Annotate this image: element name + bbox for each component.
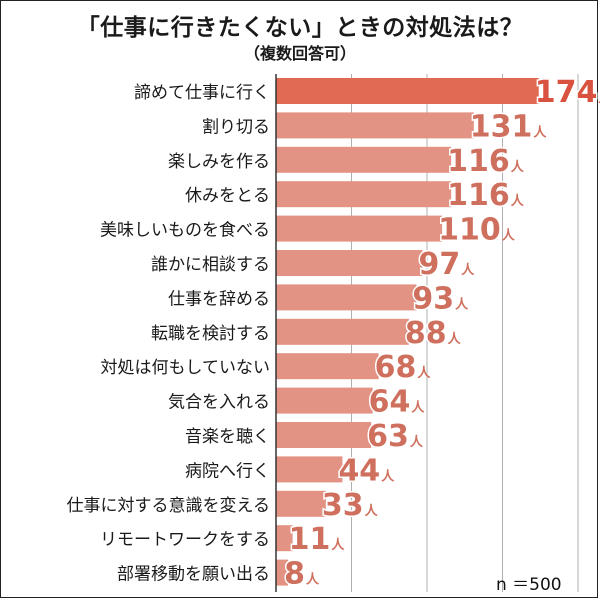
- category-label: 楽しみを作る: [168, 152, 270, 172]
- bar: [276, 284, 417, 311]
- unit-label: 人: [331, 537, 345, 553]
- value-label: 174: [535, 75, 598, 110]
- category-label: 対処は何もしていない: [101, 358, 271, 378]
- category-label: リモートワークをする: [100, 530, 270, 550]
- category-label: 割り切る: [202, 117, 270, 137]
- value-label: 11: [289, 522, 331, 557]
- unit-label: 人: [598, 90, 600, 106]
- value-label: 33: [322, 488, 364, 523]
- value-label: 110: [438, 213, 501, 248]
- unit-label: 人: [448, 331, 462, 347]
- bar: [276, 112, 474, 139]
- value-label: 97: [418, 247, 460, 282]
- bar: [276, 146, 452, 173]
- value-label: 131: [470, 109, 533, 144]
- bar: [276, 559, 289, 586]
- category-label: 諦めて仕事に行く: [134, 83, 270, 103]
- category-label: 仕事に対する意識を変える: [67, 496, 271, 516]
- bar: [276, 525, 293, 552]
- unit-label: 人: [306, 572, 320, 588]
- value-label: 44: [338, 453, 380, 488]
- category-label: 仕事を辞める: [168, 289, 270, 309]
- value-label: 116: [447, 178, 510, 213]
- unit-label: 人: [365, 503, 379, 519]
- bar: [276, 78, 539, 104]
- bar: [276, 422, 372, 448]
- unit-label: 人: [410, 434, 424, 450]
- unit-label: 人: [533, 124, 547, 140]
- bar: [276, 490, 326, 517]
- category-label: 休みをとる: [185, 186, 270, 206]
- bar: [276, 387, 373, 414]
- value-label: 93: [412, 281, 454, 316]
- sample-size-note: n ＝500: [496, 575, 562, 595]
- unit-label: 人: [502, 228, 516, 244]
- unit-label: 人: [461, 262, 475, 278]
- value-label: 64: [369, 385, 411, 420]
- bar: [276, 318, 409, 345]
- value-label: 68: [375, 350, 417, 385]
- category-label: 誰かに相談する: [151, 255, 270, 275]
- value-label: 63: [367, 419, 409, 454]
- category-label: 部署移動を願い出る: [117, 565, 270, 585]
- unit-label: 人: [511, 193, 525, 209]
- chart-title: 「仕事に行きたくない」ときの対処法は？: [76, 15, 524, 41]
- value-label: 88: [405, 316, 447, 351]
- category-label: 転職を検討する: [151, 324, 270, 344]
- bar: [276, 353, 379, 380]
- bar: [276, 215, 443, 242]
- value-label: 116: [447, 144, 510, 179]
- unit-label: 人: [411, 400, 425, 416]
- unit-label: 人: [381, 468, 395, 484]
- unit-label: 人: [511, 159, 525, 175]
- unit-label: 人: [417, 365, 431, 381]
- category-label: 音楽を聴く: [185, 427, 270, 447]
- category-label: 病院へ行く: [185, 461, 270, 481]
- bar: [276, 250, 423, 276]
- category-label: 美味しいものを食べる: [100, 221, 270, 241]
- bar: [276, 456, 343, 483]
- chart-subtitle: （複数回答可）: [243, 44, 356, 63]
- category-label: 気合を入れる: [168, 393, 270, 413]
- bar: [276, 181, 452, 208]
- value-label: 8: [284, 557, 305, 592]
- unit-label: 人: [455, 296, 469, 312]
